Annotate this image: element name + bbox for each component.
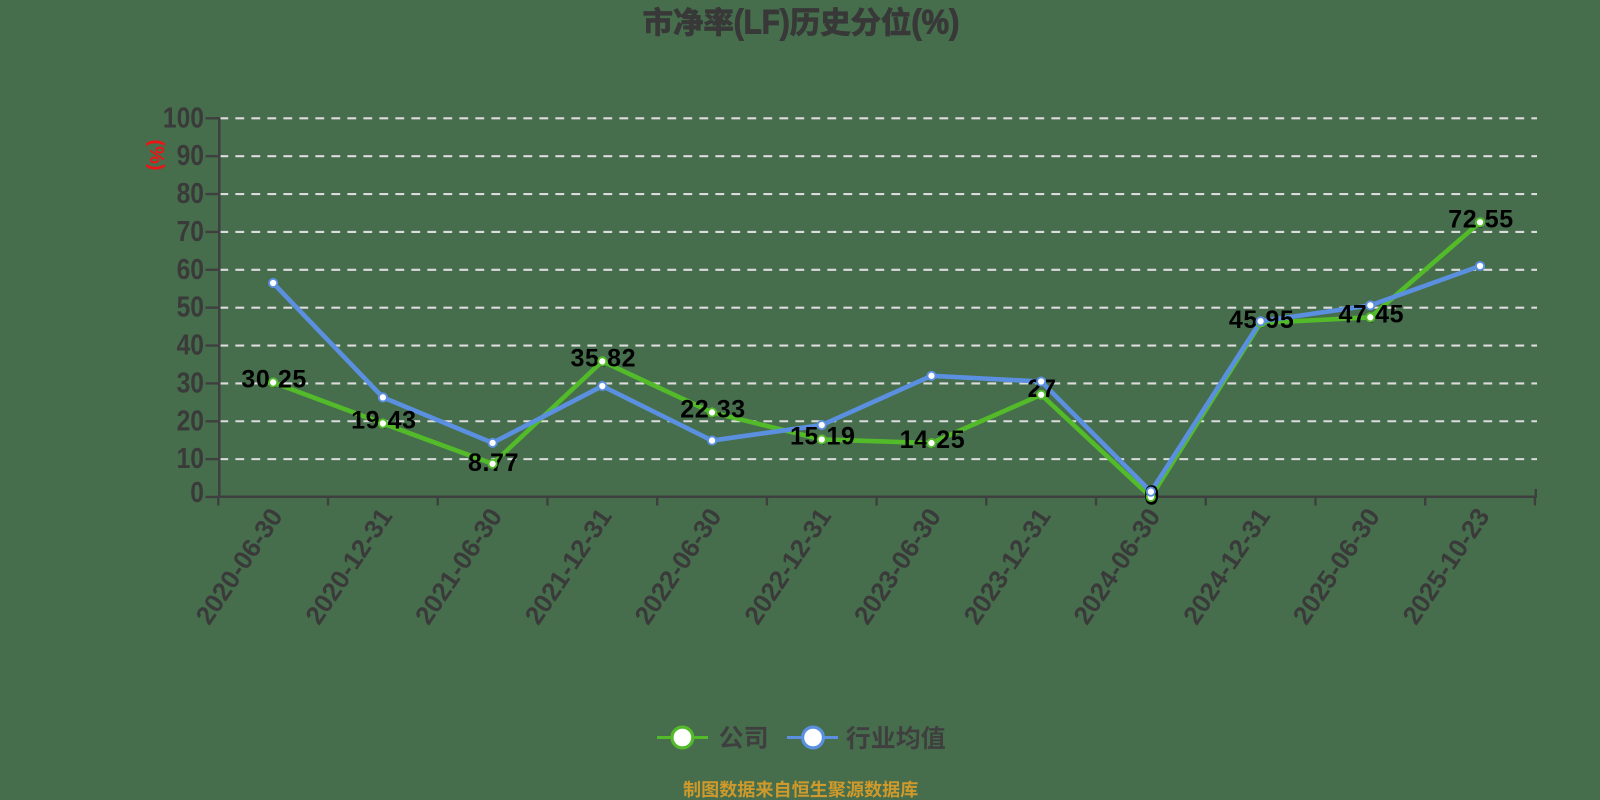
svg-text:50: 50 [177,292,204,324]
svg-text:0: 0 [190,477,204,509]
svg-text:90: 90 [177,140,204,172]
svg-text:70: 70 [177,216,204,248]
svg-text:100: 100 [163,102,204,134]
svg-text:40: 40 [177,330,204,362]
svg-text:20: 20 [177,405,204,437]
svg-text:(%): (%) [145,139,167,170]
svg-text:10: 10 [177,443,204,475]
svg-text:(%): (%) [911,3,959,41]
svg-text:60: 60 [177,254,204,286]
svg-text:(LF): (LF) [734,3,790,41]
svg-text:80: 80 [177,178,204,210]
svg-text:30: 30 [177,367,204,399]
